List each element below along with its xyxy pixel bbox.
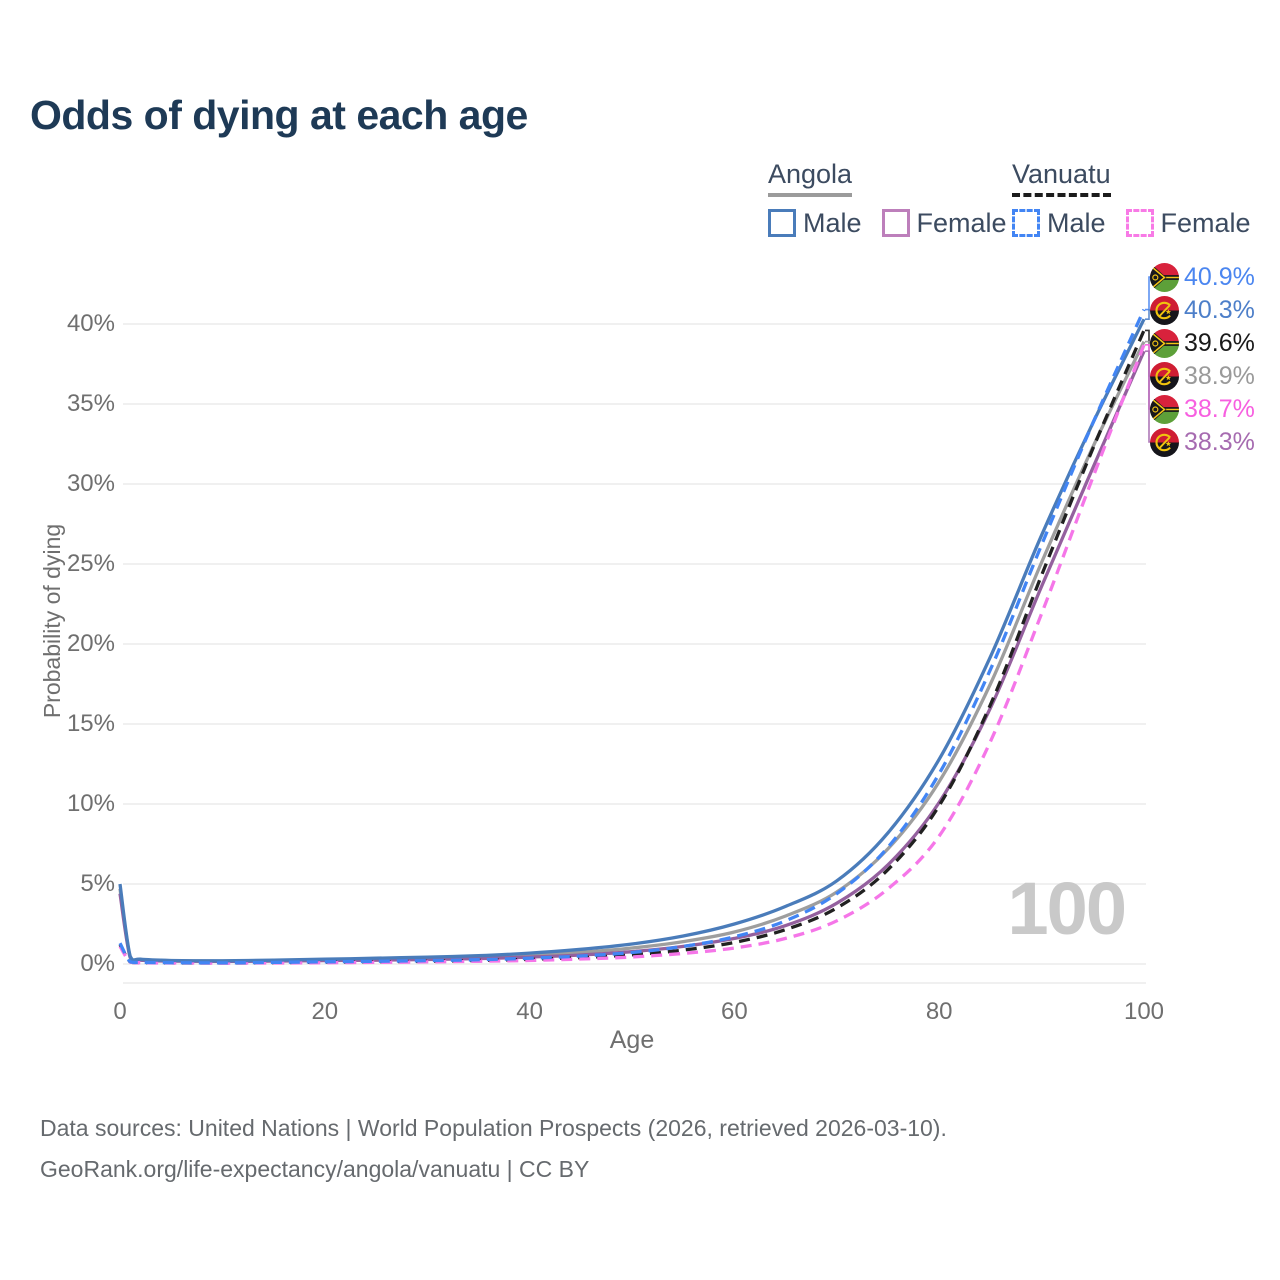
y-tick-0%: 0% — [80, 950, 115, 977]
end-label-value: 39.6% — [1184, 328, 1255, 357]
y-tick-20%: 20% — [66, 630, 115, 657]
end-label-value: 38.3% — [1184, 427, 1255, 456]
footer: Data sources: United Nations | World Pop… — [40, 1108, 947, 1191]
footer-data-sources: Data sources: United Nations | World Pop… — [40, 1115, 947, 1141]
end-label-39.6%[interactable]: 39.6% — [1150, 327, 1255, 359]
page-title: Odds of dying at each age — [30, 92, 528, 138]
y-tick-15%: 15% — [66, 710, 115, 737]
x-axis-title: Age — [609, 1026, 655, 1054]
end-label-value: 38.9% — [1184, 361, 1255, 390]
legend-item-angola-male[interactable]: Male — [768, 208, 862, 239]
line-vanuatu-both[interactable] — [118, 329, 1146, 965]
x-tick-60: 60 — [721, 998, 748, 1025]
y-tick-5%: 5% — [80, 870, 115, 897]
legend-item-label: Female — [916, 207, 1007, 238]
x-tick-0: 0 — [113, 998, 127, 1025]
x-tick-20: 20 — [311, 998, 339, 1025]
line-vanuatu-male[interactable] — [118, 308, 1146, 965]
end-label-value: 38.7% — [1184, 394, 1255, 423]
y-tick-10%: 10% — [66, 790, 115, 817]
y-tick-25%: 25% — [66, 550, 115, 577]
legend-item-label: Female — [1160, 207, 1251, 238]
legend-item-angola-female[interactable]: Female — [881, 207, 1007, 239]
end-label-38.7%[interactable]: 38.7% — [1150, 393, 1255, 425]
x-tick-100: 100 — [1123, 998, 1165, 1025]
y-tick-40%: 40% — [66, 310, 115, 337]
legend-swatch-icon — [768, 209, 796, 238]
angola-flag-icon — [1150, 361, 1179, 391]
end-label-40.9%[interactable]: 40.9% — [1150, 261, 1255, 293]
y-tick-30%: 30% — [66, 470, 115, 497]
vanuatu-flag-icon — [1150, 262, 1179, 292]
legend-item-vanuatu-male[interactable]: Male — [1012, 208, 1106, 239]
legend-swatch-icon — [1125, 209, 1154, 238]
legend-group-vanuatu: Vanuatu Male Female — [1012, 159, 1251, 239]
footer-attribution: GeoRank.org/life-expectancy/angola/vanua… — [40, 1156, 590, 1183]
end-label-38.3%[interactable]: 38.3% — [1150, 426, 1255, 458]
hover-age-watermark: 100 — [1007, 867, 1127, 950]
end-label-value: 40.9% — [1184, 262, 1255, 291]
x-tick-40: 40 — [516, 998, 543, 1025]
legend-item-label: Male — [1047, 207, 1106, 238]
legend-country-vanuatu: Vanuatu — [1012, 159, 1111, 197]
legend-swatch-icon — [881, 209, 910, 238]
y-axis-title: Probability of dying — [39, 523, 65, 719]
y-tick-35%: 35% — [66, 390, 115, 417]
legend-country-angola: Angola — [768, 159, 853, 197]
vanuatu-flag-icon — [1150, 394, 1179, 424]
legend-item-label: Male — [803, 207, 862, 238]
end-label-value: 40.3% — [1184, 295, 1255, 324]
legend-swatch-icon — [1012, 209, 1040, 238]
legend-item-vanuatu-female[interactable]: Female — [1125, 207, 1251, 239]
angola-flag-icon — [1150, 427, 1179, 457]
end-label-40.3%[interactable]: 40.3% — [1150, 294, 1255, 326]
vanuatu-flag-icon — [1150, 328, 1179, 358]
angola-flag-icon — [1150, 295, 1179, 325]
legend-group-angola: Angola Male Female — [768, 159, 1007, 239]
x-tick-80: 80 — [925, 998, 953, 1025]
line-angola-both[interactable] — [118, 340, 1146, 963]
end-label-38.9%[interactable]: 38.9% — [1150, 360, 1255, 392]
line-angola-male[interactable] — [118, 318, 1146, 963]
